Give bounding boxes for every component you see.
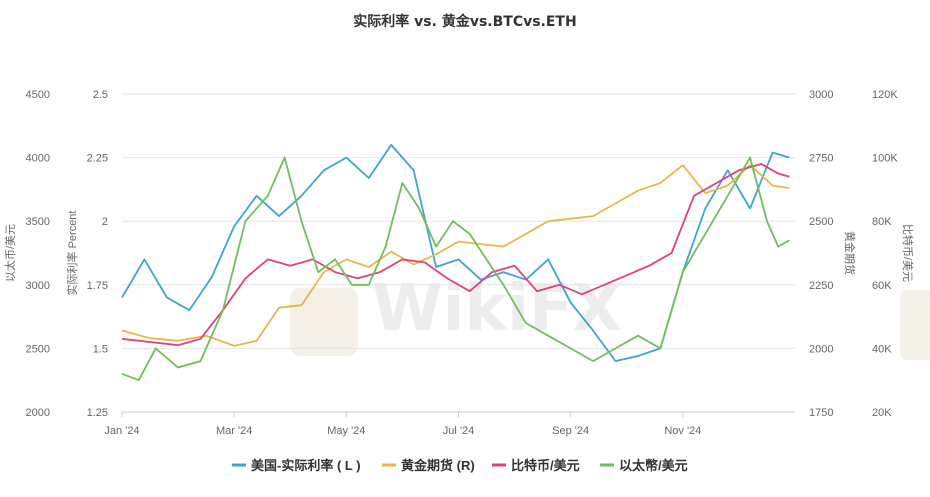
axis-tick-label: 20K — [872, 407, 892, 419]
axis-tick-label: 4000 — [26, 153, 50, 165]
series-line — [121, 163, 790, 347]
axis-tick-label: 2250 — [809, 280, 833, 292]
x-tick-label: Nov '24 — [664, 425, 701, 437]
svg-text:WikiFX: WikiFX — [372, 272, 622, 346]
axis-tick-label: 2 — [102, 216, 108, 228]
x-tick-label: May '24 — [327, 425, 365, 437]
legend-item[interactable]: 比特币/美元 — [492, 458, 580, 473]
legend-item[interactable]: 以太幣/美元 — [600, 458, 688, 473]
series-lines — [121, 143, 790, 382]
x-tick-label: Jan '24 — [104, 425, 139, 437]
axis-tick-label: 2500 — [809, 216, 833, 228]
x-tick-label: Sep '24 — [552, 425, 589, 437]
axis-title: 黄金期货 — [843, 231, 857, 275]
axis-tick-label: 2750 — [809, 153, 833, 165]
legend: 美国-实际利率 ( L ) 黄金期货 (R) 比特币/美元 以太幣/美元 — [232, 458, 688, 473]
axis-tick-label: 2.25 — [87, 153, 108, 165]
series-line — [121, 164, 790, 347]
legend-label: 以太幣/美元 — [619, 458, 688, 473]
legend-label: 黄金期货 (R) — [401, 458, 475, 473]
axis-tick-label: 2500 — [26, 343, 50, 355]
axes: 4500 4000 3500 3000 2500 2000 2.5 2.25 2 1.75 1.5 1… — [4, 89, 915, 437]
legend-item[interactable]: 美国-实际利率 ( L ) — [232, 458, 361, 473]
series-line — [121, 156, 790, 382]
axis-tick-label: 120K — [872, 89, 898, 101]
axis-tick-label: 3000 — [26, 280, 50, 292]
x-tick-label: Jul '24 — [443, 425, 474, 437]
chart-title: 实际利率 vs. 黄金vs.BTCvs.ETH — [353, 13, 576, 30]
axis-tick-label: 2.5 — [93, 89, 108, 101]
axis-tick-label: 40K — [872, 343, 892, 355]
axis-tick-label: 1750 — [809, 407, 833, 419]
axis-tick-label: 2000 — [26, 407, 50, 419]
axis-tick-label: 1.5 — [93, 343, 108, 355]
axis-title: 实际利率 Percent — [65, 211, 79, 296]
axis-tick-label: 100K — [872, 153, 898, 165]
x-tick-label: Mar '24 — [216, 425, 252, 437]
axis-title: 以太币/美元 — [4, 224, 17, 282]
axis-title: 比特币/美元 — [901, 224, 915, 282]
axis-tick-label: 3500 — [26, 216, 50, 228]
axis-tick-label: 80K — [872, 216, 892, 228]
legend-label: 美国-实际利率 ( L ) — [251, 458, 361, 473]
axis-tick-label: 4500 — [26, 89, 50, 101]
axis-tick-label: 60K — [872, 280, 892, 292]
axis-tick-label: 1.75 — [87, 280, 108, 292]
axis-tick-label: 3000 — [809, 89, 833, 101]
axis-tick-label: 2000 — [809, 343, 833, 355]
legend-item[interactable]: 黄金期货 (R) — [382, 458, 475, 473]
legend-label: 比特币/美元 — [511, 458, 580, 473]
axis-tick-label: 1.25 — [87, 407, 108, 419]
